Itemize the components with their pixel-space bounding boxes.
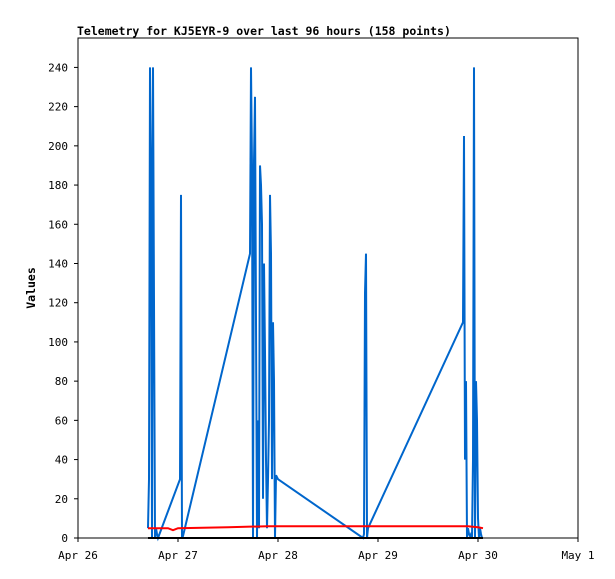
y-tick-label: 160 [48, 218, 68, 231]
y-tick-label: 0 [61, 532, 68, 545]
y-tick-label: 40 [55, 454, 68, 467]
x-tick-label: Apr 27 [158, 549, 198, 562]
chart-title: Telemetry for KJ5EYR-9 over last 96 hour… [77, 24, 451, 38]
series-line [148, 525, 484, 532]
series-layer [147, 67, 484, 542]
y-tick-label: 80 [55, 375, 68, 388]
x-axis: Apr 26 Apr 27 Apr 28 Apr 29 Apr 30 May 1 [58, 538, 595, 562]
x-tick-label: Apr 26 [58, 549, 98, 562]
y-tick-label: 60 [55, 414, 68, 427]
x-tick-label: Apr 28 [258, 549, 298, 562]
x-tick-label: Apr 29 [358, 549, 398, 562]
y-tick-label: 240 [48, 61, 68, 74]
y-tick-label: 140 [48, 257, 68, 270]
y-tick-label: 200 [48, 140, 68, 153]
y-tick-label: 180 [48, 179, 68, 192]
y-tick-label: 100 [48, 336, 68, 349]
y-axis-label: Values [24, 267, 38, 309]
y-tick-label: 20 [55, 493, 68, 506]
y-axis: 0 20 40 60 80 100 120 140 160 180 200 220 240 [48, 61, 78, 545]
y-tick-label: 220 [48, 101, 68, 114]
series-line [147, 67, 483, 542]
x-tick-label: Apr 30 [458, 549, 498, 562]
x-tick-label: May 1 [561, 549, 594, 562]
y-tick-label: 120 [48, 297, 68, 310]
